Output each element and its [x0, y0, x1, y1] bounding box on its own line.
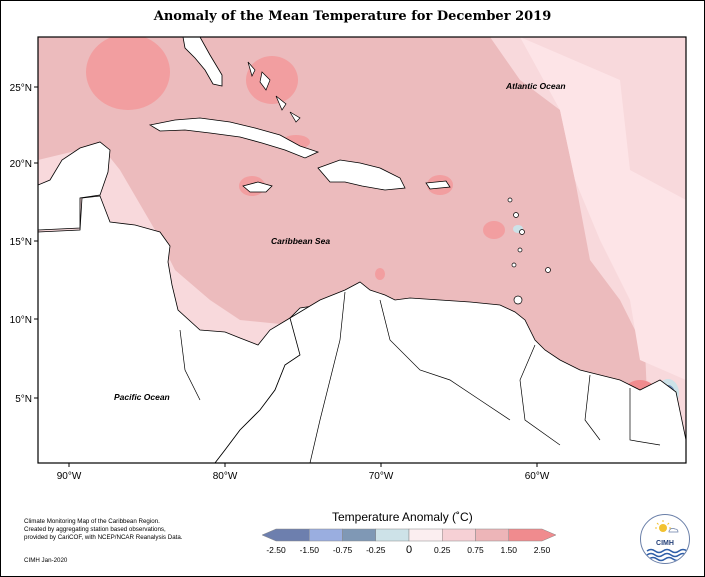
lat-label-15: 15°N: [10, 237, 32, 248]
land-hispaniola: [317, 159, 406, 191]
map-title: Anomaly of the Mean Temperature for Dece…: [153, 9, 552, 24]
logo-text: CIMH: [656, 540, 674, 547]
warm-spot-bahamas: [246, 56, 298, 104]
lon-label-90w: 90°W: [57, 471, 82, 482]
credit-line-1: Climate Monitoring Map of the Caribbean …: [24, 518, 160, 525]
label-caribbean-sea: Caribbean Sea: [271, 236, 330, 246]
legend-tick-label: 2.50: [534, 545, 551, 555]
legend-swatch: [375, 528, 410, 542]
land-bahamas: [247, 61, 301, 123]
land-jamaica: [242, 181, 273, 193]
credit-text: Climate Monitoring Map of the Caribbean …: [24, 518, 183, 542]
legend-swatch: [261, 528, 310, 542]
land-cuba: [148, 117, 320, 159]
legend-swatch: [475, 528, 509, 542]
land-yucatan: [38, 141, 111, 231]
legend-swatch: [309, 528, 343, 542]
land-south-america: [214, 281, 686, 463]
anomaly-field-lighter-east: [520, 37, 686, 380]
legend-tick-label: -0.25: [366, 545, 386, 555]
legend-tick-label: 1.50: [500, 545, 517, 555]
anomaly-field-light-east: [490, 37, 686, 463]
legend-swatch: [408, 528, 443, 542]
lat-label-20: 20°N: [10, 159, 32, 170]
legend-tick-label: 0.75: [467, 545, 484, 555]
lat-label-10: 10°N: [10, 315, 32, 326]
land-lesser-antilles: [507, 197, 551, 305]
legend-tick-labels: -2.50 -1.50 -0.75 -0.25 0 0.25 0.75 1.50 2.50: [266, 544, 550, 556]
legend-swatch: [342, 528, 376, 542]
legend-title: Temperature Anomaly (˚C): [332, 510, 473, 524]
legend-swatch: [442, 528, 476, 542]
legend-tick-label: 0.25: [434, 545, 451, 555]
plot-border: [37, 36, 687, 464]
lat-label-5: 5°N: [15, 394, 32, 405]
lat-label-25: 25°N: [10, 83, 32, 94]
lon-label-80w: 80°W: [213, 471, 238, 482]
credit-line-2: Created by aggregating station based obs…: [24, 526, 166, 533]
label-atlantic-ocean: Atlantic Ocean: [505, 81, 566, 91]
warm-spot-gulf: [86, 37, 170, 110]
lon-label-60w: 60°W: [525, 471, 550, 482]
legend-tick-label: -2.50: [266, 545, 286, 555]
cimh-logo-icon: CIMH: [640, 514, 690, 564]
legend-swatch: [508, 528, 557, 542]
land-florida: [182, 37, 223, 87]
land-puerto-rico: [425, 180, 451, 190]
warm-spot-antilles: [483, 221, 505, 239]
legend-tick-label: 0: [406, 544, 412, 556]
credit-date: CIMH Jan-2020: [24, 557, 68, 564]
lon-label-70w: 70°W: [369, 471, 394, 482]
credit-line-3: provided by CariCOF, with NCEP/NCAR Rean…: [24, 534, 183, 541]
warm-spot-aruba: [375, 268, 385, 280]
label-pacific-ocean: Pacific Ocean: [114, 392, 170, 402]
legend-colorbar: [261, 528, 557, 542]
axis-ticks: [34, 86, 538, 467]
land-borders: [179, 291, 661, 463]
legend-tick-label: -0.75: [333, 545, 353, 555]
legend-tick-label: -1.50: [300, 545, 320, 555]
